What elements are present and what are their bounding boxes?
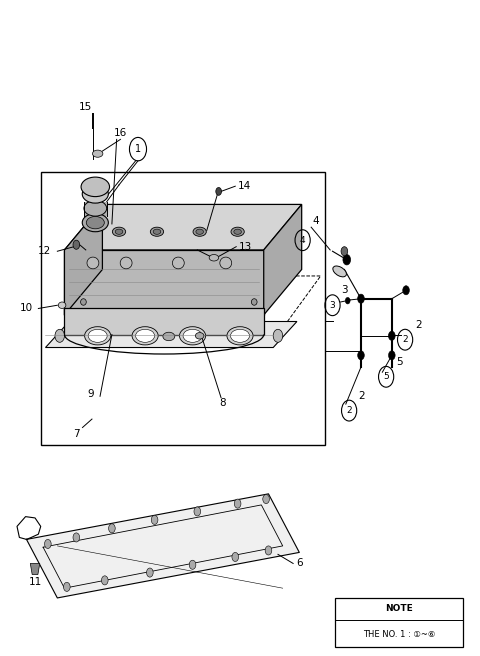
Ellipse shape [93, 150, 103, 157]
Circle shape [232, 552, 239, 562]
Circle shape [263, 495, 269, 504]
Circle shape [265, 546, 272, 555]
Ellipse shape [86, 216, 104, 229]
Ellipse shape [180, 327, 205, 345]
Ellipse shape [172, 257, 184, 269]
Ellipse shape [88, 329, 107, 342]
Circle shape [151, 516, 158, 524]
Text: 2: 2 [402, 335, 408, 344]
Polygon shape [64, 205, 301, 250]
Circle shape [45, 539, 51, 548]
Circle shape [63, 583, 70, 592]
Ellipse shape [58, 302, 66, 308]
Circle shape [189, 560, 196, 569]
Text: 16: 16 [114, 128, 127, 138]
Text: 2: 2 [346, 406, 352, 415]
Text: 14: 14 [238, 181, 252, 191]
Text: 15: 15 [79, 102, 93, 112]
Circle shape [194, 507, 201, 516]
Circle shape [343, 255, 350, 265]
Circle shape [273, 329, 283, 342]
Ellipse shape [120, 257, 132, 269]
Ellipse shape [84, 201, 107, 216]
Bar [84, 202, 107, 216]
Text: 4: 4 [312, 216, 319, 226]
Text: 11: 11 [28, 577, 42, 586]
Text: 1: 1 [135, 144, 141, 154]
Text: 7: 7 [73, 429, 80, 439]
Polygon shape [64, 308, 264, 335]
Polygon shape [64, 250, 264, 315]
Ellipse shape [220, 257, 232, 269]
Ellipse shape [163, 332, 175, 340]
Circle shape [403, 286, 409, 295]
Circle shape [388, 351, 395, 360]
Ellipse shape [81, 298, 86, 305]
Polygon shape [64, 205, 102, 315]
Ellipse shape [150, 227, 164, 236]
Ellipse shape [82, 213, 108, 232]
Text: 6: 6 [296, 558, 302, 569]
Ellipse shape [234, 229, 241, 234]
Text: 3: 3 [330, 300, 336, 310]
Ellipse shape [87, 257, 99, 269]
Circle shape [101, 576, 108, 585]
Text: THE NO. 1 : ①~⑥: THE NO. 1 : ①~⑥ [363, 630, 435, 639]
Polygon shape [30, 564, 40, 575]
Text: 3: 3 [341, 285, 348, 295]
Circle shape [108, 523, 115, 533]
Circle shape [73, 240, 80, 249]
Circle shape [388, 331, 395, 340]
Text: 5: 5 [383, 373, 389, 381]
Text: 13: 13 [239, 241, 252, 252]
Ellipse shape [82, 185, 108, 203]
Text: 2: 2 [415, 319, 422, 330]
Text: 12: 12 [38, 246, 51, 256]
Ellipse shape [227, 327, 253, 345]
Ellipse shape [333, 266, 347, 277]
Ellipse shape [81, 177, 109, 197]
Circle shape [216, 188, 221, 195]
Ellipse shape [209, 255, 219, 261]
Circle shape [55, 329, 64, 342]
Ellipse shape [183, 329, 202, 342]
Circle shape [73, 533, 80, 542]
Ellipse shape [153, 229, 161, 234]
Bar [41, 172, 325, 445]
Ellipse shape [195, 333, 204, 339]
Circle shape [234, 499, 241, 508]
Text: 8: 8 [219, 398, 226, 408]
Ellipse shape [252, 298, 257, 305]
Circle shape [358, 351, 364, 360]
Ellipse shape [193, 227, 206, 236]
Text: 2: 2 [359, 391, 365, 401]
Text: 5: 5 [396, 357, 403, 367]
Circle shape [345, 297, 350, 304]
Text: 9: 9 [87, 390, 94, 400]
Text: NOTE: NOTE [385, 604, 413, 613]
Text: 4: 4 [300, 236, 305, 245]
Ellipse shape [136, 329, 155, 342]
Text: 10: 10 [20, 304, 33, 314]
Circle shape [358, 294, 364, 303]
Ellipse shape [132, 327, 158, 345]
Polygon shape [46, 321, 297, 348]
Ellipse shape [112, 227, 126, 236]
Polygon shape [26, 494, 300, 598]
Bar [335, 598, 463, 647]
Circle shape [341, 247, 348, 256]
Ellipse shape [115, 229, 123, 234]
Ellipse shape [230, 329, 250, 342]
Circle shape [146, 568, 153, 577]
Ellipse shape [196, 229, 204, 234]
Ellipse shape [84, 327, 111, 345]
Ellipse shape [231, 227, 244, 236]
Polygon shape [264, 205, 301, 315]
